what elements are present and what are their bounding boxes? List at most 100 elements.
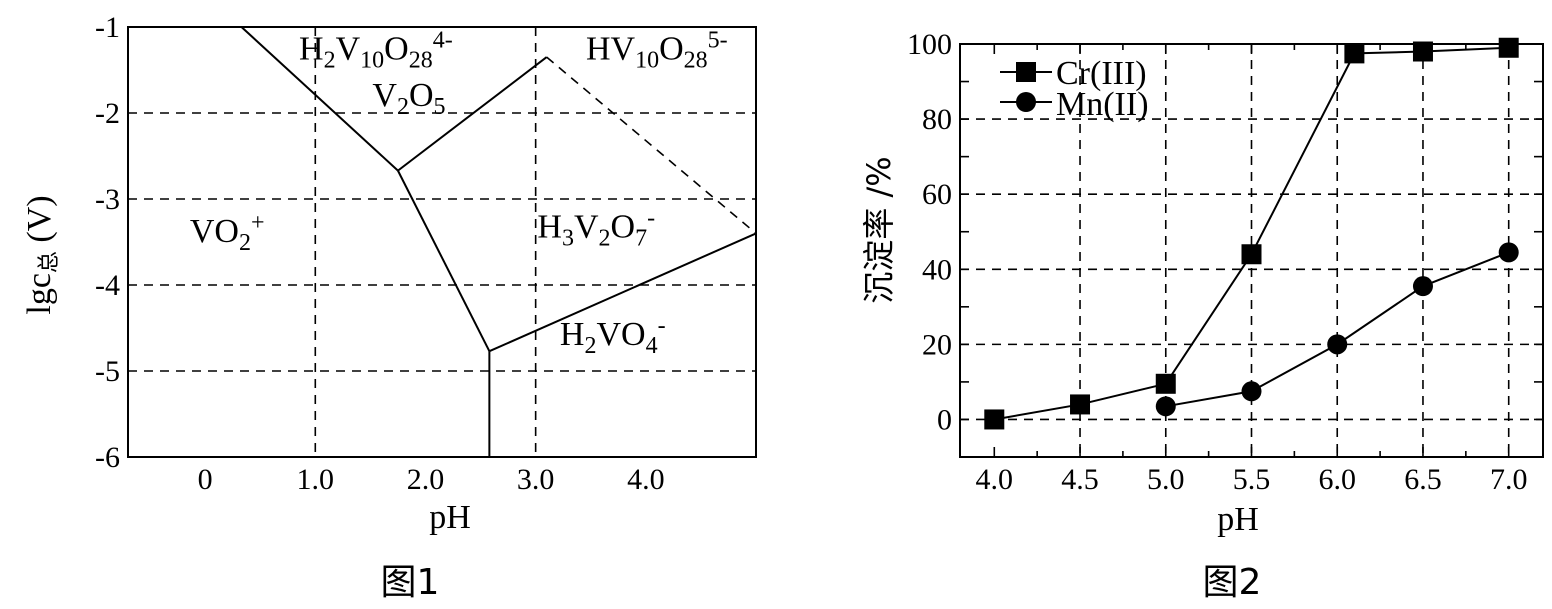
data-point-cr bbox=[984, 409, 1005, 430]
region-h2v10o28: H2V10O284- bbox=[299, 28, 453, 74]
chart-1-caption: 图1 bbox=[381, 562, 440, 603]
region-label-part: H bbox=[299, 31, 324, 68]
chart-2-legend: Cr(III) Mn(II) bbox=[1000, 55, 1149, 123]
chart-2-x-axis-label: pH bbox=[1217, 501, 1259, 538]
data-point-cr bbox=[1344, 43, 1365, 64]
region-label-part: + bbox=[251, 210, 265, 236]
chart-1-y-tick-label: -2 bbox=[95, 97, 120, 130]
region-label-part: H bbox=[560, 316, 585, 353]
region-v2o5: V2O5 bbox=[372, 77, 445, 120]
legend-circle-marker bbox=[1016, 92, 1036, 112]
chart-2-y-tick-label: 80 bbox=[922, 103, 952, 136]
region-label-part: 3 bbox=[562, 226, 574, 252]
region-label-part: 5 bbox=[434, 94, 446, 120]
region-label-part: O bbox=[659, 31, 684, 68]
legend-square-marker bbox=[1016, 62, 1036, 82]
region-label-part: V bbox=[372, 77, 397, 114]
region-label-part: - bbox=[647, 206, 655, 232]
region-h3v2o7: H3V2O7- bbox=[537, 206, 655, 252]
region-label-part: 5- bbox=[708, 28, 728, 54]
chart-1-x-tick-labels: 0 1.0 2.0 3.0 4.0 bbox=[198, 463, 665, 496]
data-point-mn bbox=[1241, 381, 1262, 402]
chart-1-phase-diagram: -1-2-3-4-5-6 0 1.0 2.0 3.0 4.0 H2V10O284-V2O… bbox=[21, 11, 757, 603]
region-label-part: - bbox=[658, 313, 666, 339]
chart-2-y-tick-label: 0 bbox=[937, 403, 952, 436]
region-label-part: V bbox=[336, 31, 361, 68]
boundary-hv10-h3v2o7 bbox=[546, 56, 757, 235]
data-point-cr bbox=[1155, 373, 1176, 394]
chart-2-x-tick-labels: 4.0 4.5 5.0 5.5 6.0 6.5 7.0 bbox=[976, 463, 1528, 496]
chart-2-x-tick-label: 5.0 bbox=[1147, 463, 1185, 496]
chart-1-y-axis-label-main: lgc bbox=[21, 273, 58, 315]
chart-1-x-tick-label: 3.0 bbox=[517, 463, 555, 496]
chart-1-boundaries bbox=[240, 26, 757, 457]
region-label-part: 4 bbox=[646, 333, 658, 359]
chart-1-x-axis-label: pH bbox=[429, 499, 471, 536]
boundary-vo2-v2o5 bbox=[240, 26, 399, 172]
region-label-part: VO bbox=[190, 213, 239, 250]
region-label-part: VO bbox=[596, 316, 645, 353]
boundary-vo2-h3v2o7 bbox=[397, 170, 491, 352]
region-label-part: 4- bbox=[433, 28, 453, 54]
chart-1-x-tick-label: 2.0 bbox=[407, 463, 445, 496]
region-label-part: V bbox=[574, 209, 599, 246]
region-label-part: 28 bbox=[684, 48, 708, 74]
legend-label-mn: Mn(II) bbox=[1056, 86, 1149, 123]
region-label-part: O bbox=[409, 77, 434, 114]
data-point-cr bbox=[1241, 244, 1262, 265]
chart-1-plot-frame bbox=[127, 26, 757, 458]
chart-2-x-tick-label: 6.5 bbox=[1404, 463, 1442, 496]
region-label-part: 2 bbox=[397, 94, 409, 120]
data-point-cr bbox=[1412, 41, 1433, 62]
chart-1-y-tick-label: -1 bbox=[95, 11, 120, 44]
chart-2-y-tick-label: 20 bbox=[922, 328, 952, 361]
chart-1-y-tick-label: -4 bbox=[95, 269, 120, 302]
chart-1-y-tick-label: -6 bbox=[95, 441, 120, 474]
chart-2-caption: 图2 bbox=[1203, 562, 1262, 603]
region-label-part: HV bbox=[586, 31, 636, 68]
chart-1-y-axis-label: lgc总 (V) bbox=[21, 195, 62, 314]
chart-1-y-tick-label: -5 bbox=[95, 355, 120, 388]
region-hv10o28: HV10O285- bbox=[586, 28, 728, 74]
chart-2-y-tick-label: 60 bbox=[922, 178, 952, 211]
data-point-cr bbox=[1070, 394, 1091, 415]
region-vo2: VO2+ bbox=[190, 210, 265, 256]
chart-1-x-tick-label: 4.0 bbox=[627, 463, 665, 496]
region-label-part: 2 bbox=[324, 48, 336, 74]
data-point-cr bbox=[1498, 37, 1519, 58]
chart-2-x-tick-label: 6.0 bbox=[1318, 463, 1356, 496]
region-label-part: 7 bbox=[635, 226, 647, 252]
data-point-mn bbox=[1155, 396, 1176, 417]
region-label-part: O bbox=[611, 209, 636, 246]
region-label-part: 2 bbox=[584, 333, 596, 359]
chart-2-series bbox=[984, 37, 1519, 430]
chart-2-precipitation-rate: 0 20 40 60 80 100 4.0 4.5 5.0 5.5 6.0 6.5 7.0 Cr(II… bbox=[860, 28, 1544, 603]
chart-2-y-tick-label: 100 bbox=[907, 28, 952, 61]
chart-2-x-tick-label: 5.5 bbox=[1233, 463, 1271, 496]
chart-1-y-axis-label-unit: (V) bbox=[21, 195, 58, 251]
boundary-v2o5-h2v10 bbox=[397, 56, 548, 172]
chart-2-y-axis-label: 沉淀率 /% bbox=[860, 156, 898, 303]
region-label-part: H bbox=[537, 209, 562, 246]
chart-1-y-tick-labels: -1 -2 -3 -4 -5 -6 bbox=[95, 11, 120, 474]
chart-2-y-tick-label: 40 bbox=[922, 253, 952, 286]
chart-1-y-tick-label: -3 bbox=[95, 183, 120, 216]
chart-2-x-tick-label: 4.0 bbox=[976, 463, 1014, 496]
chart-1-x-tick-label: 0 bbox=[198, 463, 213, 496]
data-point-mn bbox=[1498, 242, 1519, 263]
region-label-part: 28 bbox=[409, 48, 433, 74]
chart-2-y-tick-labels: 0 20 40 60 80 100 bbox=[907, 28, 952, 436]
chart-1-grid bbox=[128, 27, 756, 457]
chart-2-x-tick-label: 4.5 bbox=[1061, 463, 1099, 496]
region-h2vo4: H2VO4- bbox=[560, 313, 666, 359]
data-point-mn bbox=[1327, 334, 1348, 355]
boundary-h3v2o7-h2vo4 bbox=[488, 232, 757, 353]
chart-2-tick-marks bbox=[960, 43, 1543, 458]
legend-label-cr: Cr(III) bbox=[1056, 55, 1147, 92]
region-label-part: 2 bbox=[599, 226, 611, 252]
chart-1-x-tick-label: 1.0 bbox=[297, 463, 335, 496]
region-label-part: 10 bbox=[635, 48, 659, 74]
region-label-part: 10 bbox=[360, 48, 384, 74]
chart-2-x-tick-label: 7.0 bbox=[1490, 463, 1528, 496]
